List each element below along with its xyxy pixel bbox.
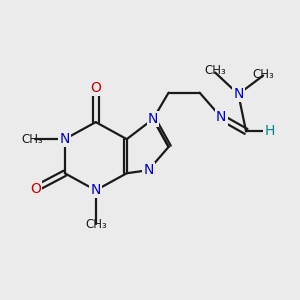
Text: O: O: [90, 81, 101, 95]
Text: N: N: [143, 163, 154, 177]
Text: N: N: [216, 110, 226, 124]
Text: H: H: [264, 124, 274, 138]
Text: N: N: [233, 87, 244, 101]
Text: CH₃: CH₃: [21, 133, 43, 146]
Text: N: N: [91, 183, 101, 197]
Text: CH₃: CH₃: [252, 68, 274, 81]
Text: CH₃: CH₃: [204, 64, 226, 77]
Text: N: N: [148, 112, 158, 126]
Text: N: N: [60, 132, 70, 146]
Text: O: O: [30, 182, 41, 196]
Text: CH₃: CH₃: [85, 218, 106, 231]
